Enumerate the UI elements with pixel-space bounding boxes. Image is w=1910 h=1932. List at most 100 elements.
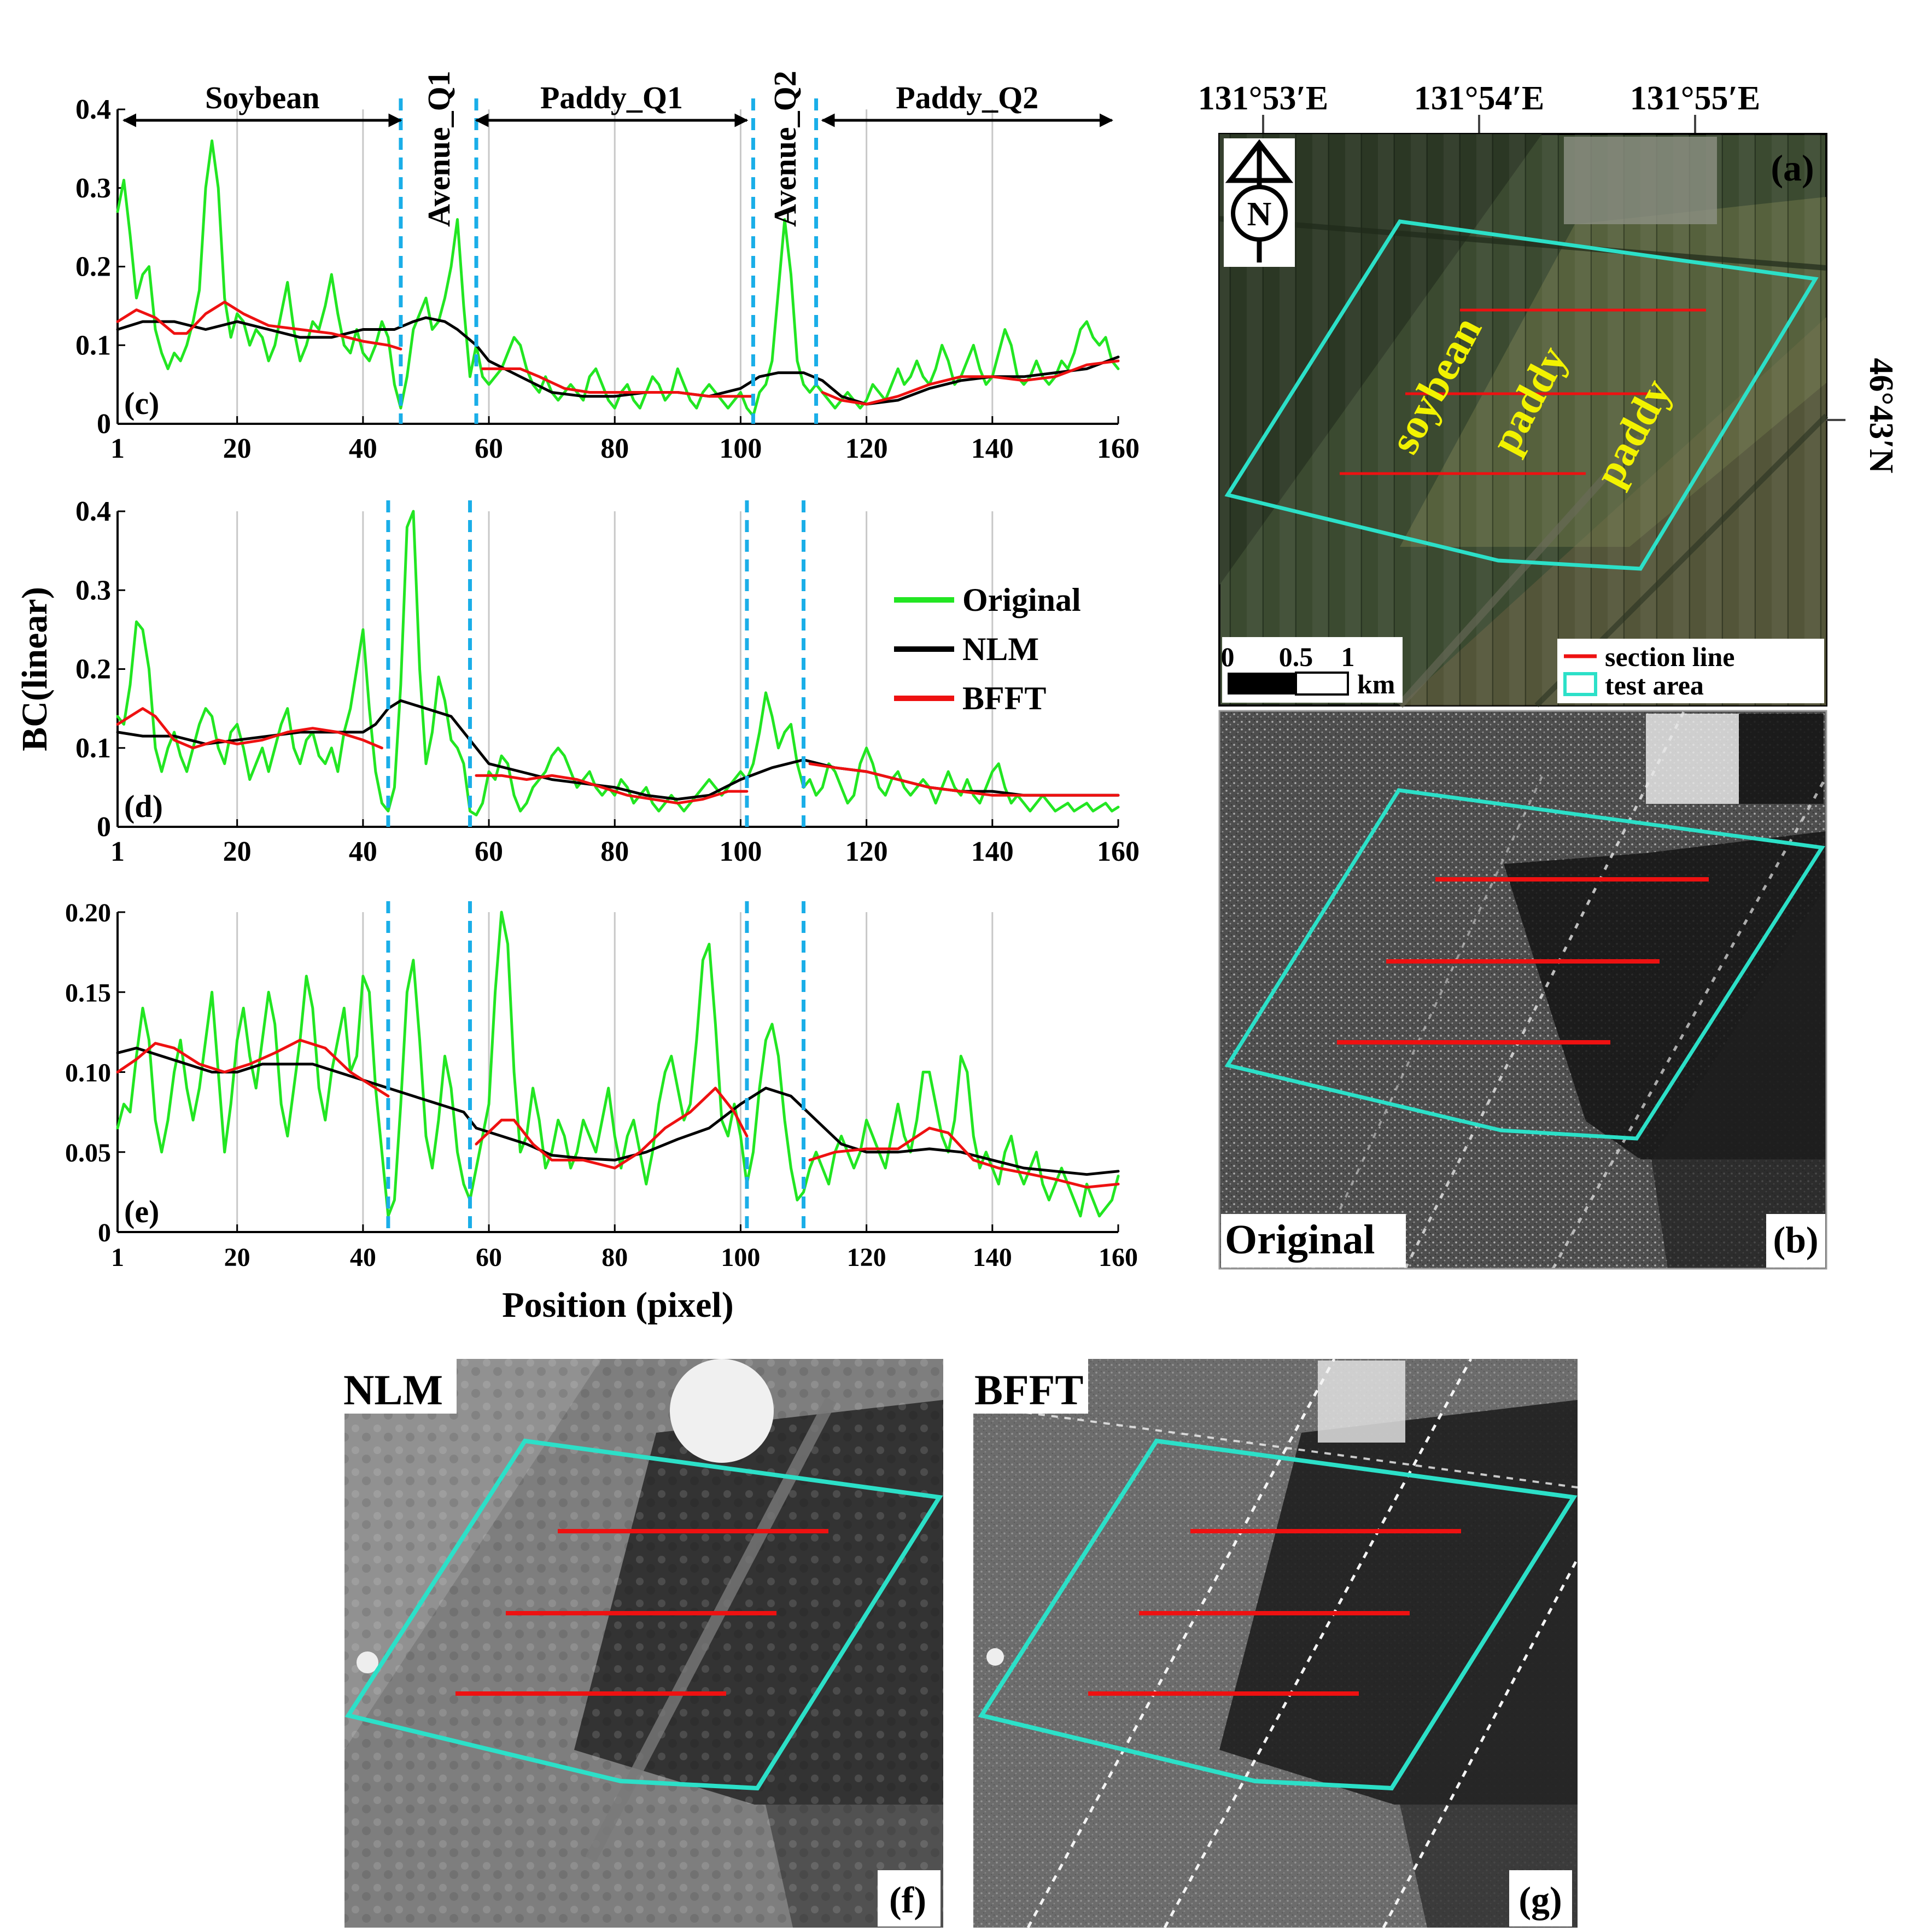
north-letter: N: [1247, 196, 1272, 233]
map-panel-a: 131°53′E 131°54′E 131°55′E soybean paddy…: [1198, 80, 1900, 708]
panel-d-legend-bfft: BFFT: [962, 680, 1046, 716]
test-area-polygon-g: [978, 1438, 1578, 1791]
panel-e-xtick-60: 60: [476, 1243, 502, 1272]
panel-c-xtick-40: 40: [349, 433, 377, 464]
panel-e-label: (e): [124, 1194, 159, 1229]
lon-tick-3: 131°55′E: [1630, 80, 1761, 117]
panel-d-ytick-0.4: 0.4: [75, 496, 111, 527]
panel-d-label: (d): [124, 789, 163, 824]
panel-c-ytick-0: 0: [97, 408, 111, 440]
panel-d-xtick-80: 80: [600, 836, 629, 867]
legend-section-line: section line: [1605, 641, 1734, 672]
panel-d-xtick-40: 40: [349, 836, 377, 867]
panel-e-xtick-100: 100: [721, 1243, 760, 1272]
panel-e-series-bfft-segment-1: [116, 1038, 390, 1098]
y-axis-label: BC(linear): [15, 587, 55, 751]
panel-c-xtick-60: 60: [475, 433, 503, 464]
panel-c-xtick-100: 100: [719, 433, 762, 464]
map-legend: section line test area: [1557, 639, 1824, 703]
panel-d-xtick-120: 120: [845, 836, 888, 867]
panel-e-xtick-1: 1: [111, 1243, 124, 1272]
map-panel-f: NLM (f): [342, 1359, 943, 1928]
chart-panel-e: 1 20 40 60 80 100 120 140 16000.050.100.150.20(e…: [65, 898, 1138, 1325]
panel-c-xtick-140: 140: [971, 433, 1014, 464]
scale-unit: km: [1357, 669, 1395, 699]
panel-c-series-bfft-segment-2: [481, 367, 755, 398]
panel-e-xtick-20: 20: [224, 1243, 250, 1272]
panel-e-xtick-140: 140: [973, 1243, 1012, 1272]
panel-label-f: (f): [889, 1879, 926, 1921]
panel-d-xtick-100: 100: [719, 836, 762, 867]
panel-e-ytick-0.20: 0.20: [65, 898, 111, 927]
panel-c-ytick-0.4: 0.4: [75, 94, 111, 125]
panel-d-xtick-1: 1: [110, 836, 125, 867]
lat-tick: 46°43′N: [1862, 358, 1900, 473]
panel-c-region-label-paddy-q2: Paddy_Q2: [896, 80, 1038, 115]
panel-title-nlm: NLM: [343, 1366, 443, 1414]
panel-title-bfft: BFFT: [974, 1366, 1083, 1414]
map-panel-b: Original (b): [1218, 710, 1828, 1270]
panel-c-series-nlm: [116, 316, 1120, 406]
panel-d-series-bfft-segment-3: [808, 762, 1120, 797]
panel-c-avenue-label-1: Avenue_Q1: [421, 71, 457, 227]
test-area-polygon-b: [1224, 788, 1825, 1141]
panel-c-ytick-0.3: 0.3: [75, 173, 111, 204]
panel-label-g: (g): [1518, 1879, 1562, 1921]
test-area-polygon-a: [1224, 219, 1819, 571]
scale-tick-05: 0.5: [1279, 641, 1313, 672]
panel-c-series-bfft-segment-1: [116, 300, 402, 351]
panel-d-legend-original: Original: [962, 582, 1081, 618]
panel-e-xtick-120: 120: [847, 1243, 886, 1272]
panel-d-ytick-0.3: 0.3: [75, 575, 111, 606]
panel-c-label: (c): [124, 386, 159, 421]
panel-c-series-bfft-segment-3: [821, 359, 1120, 406]
test-area-polygon-f: [344, 1438, 943, 1791]
panel-c-series-original: [116, 139, 1120, 418]
panel-d-ytick-0: 0: [97, 812, 111, 843]
panel-d-series-bfft-segment-2: [475, 774, 749, 805]
panel-c-region-label-soybean: Soybean: [205, 80, 320, 115]
panel-e-xtick-40: 40: [350, 1243, 376, 1272]
panel-c-ytick-0.1: 0.1: [75, 330, 111, 361]
north-arrow-icon: N: [1224, 138, 1295, 267]
panel-d-xtick-140: 140: [971, 836, 1014, 867]
panel-c-xtick-120: 120: [845, 433, 888, 464]
panel-d-xtick-20: 20: [223, 836, 252, 867]
panel-label-a: (a): [1771, 147, 1814, 189]
map-panel-g: BFFT (g): [971, 1358, 1579, 1929]
panel-c-xtick-20: 20: [223, 433, 252, 464]
panel-e-ytick-0.10: 0.10: [65, 1059, 111, 1088]
x-axis-label: Position (pixel): [502, 1285, 734, 1325]
panel-d-xtick-160: 160: [1097, 836, 1140, 867]
panel-e-ytick-0.05: 0.05: [65, 1139, 111, 1168]
panel-e-series-bfft-segment-2: [475, 1087, 749, 1170]
panel-c-avenue-label-2: Avenue_Q2: [767, 71, 803, 227]
panel-e-xtick-160: 160: [1099, 1243, 1138, 1272]
lon-tick-1: 131°53′E: [1198, 80, 1329, 117]
panel-c-xtick-1: 1: [110, 433, 125, 464]
panel-e-series-nlm: [116, 1047, 1120, 1176]
panel-d-series-bfft-segment-1: [116, 707, 383, 750]
panel-c-xtick-160: 160: [1097, 433, 1140, 464]
scale-tick-1: 1: [1341, 641, 1355, 672]
scale-tick-0: 0: [1221, 641, 1235, 672]
panel-title-original: Original: [1225, 1217, 1375, 1263]
chart-panel-d: 1 20 40 60 80 100 120 140 16000.10.20.30.4(d)Ori…: [15, 496, 1140, 867]
lon-tick-2: 131°54′E: [1414, 80, 1545, 117]
panel-d-ytick-0.2: 0.2: [75, 654, 111, 685]
panel-c-xtick-80: 80: [600, 433, 629, 464]
chart-panel-c: 1 20 40 60 80 100 120 140 16000.10.20.30.4(c)Soy…: [75, 71, 1140, 464]
legend-test-area: test area: [1605, 670, 1704, 701]
panel-e-series-bfft-segment-3: [808, 1126, 1120, 1189]
panel-e-xtick-80: 80: [601, 1243, 628, 1272]
panel-label-b: (b): [1773, 1219, 1818, 1260]
panel-d-legend-nlm: NLM: [962, 631, 1039, 667]
panel-d-ytick-0.1: 0.1: [75, 733, 111, 764]
panel-c-ytick-0.2: 0.2: [75, 252, 111, 283]
panel-c-region-label-paddy-q1: Paddy_Q1: [540, 80, 683, 115]
scale-bar: 0 0.5 1 km: [1221, 637, 1403, 703]
panel-d-xtick-60: 60: [475, 836, 503, 867]
panel-e-ytick-0.15: 0.15: [65, 978, 111, 1007]
panel-e-ytick-0: 0: [98, 1218, 111, 1247]
